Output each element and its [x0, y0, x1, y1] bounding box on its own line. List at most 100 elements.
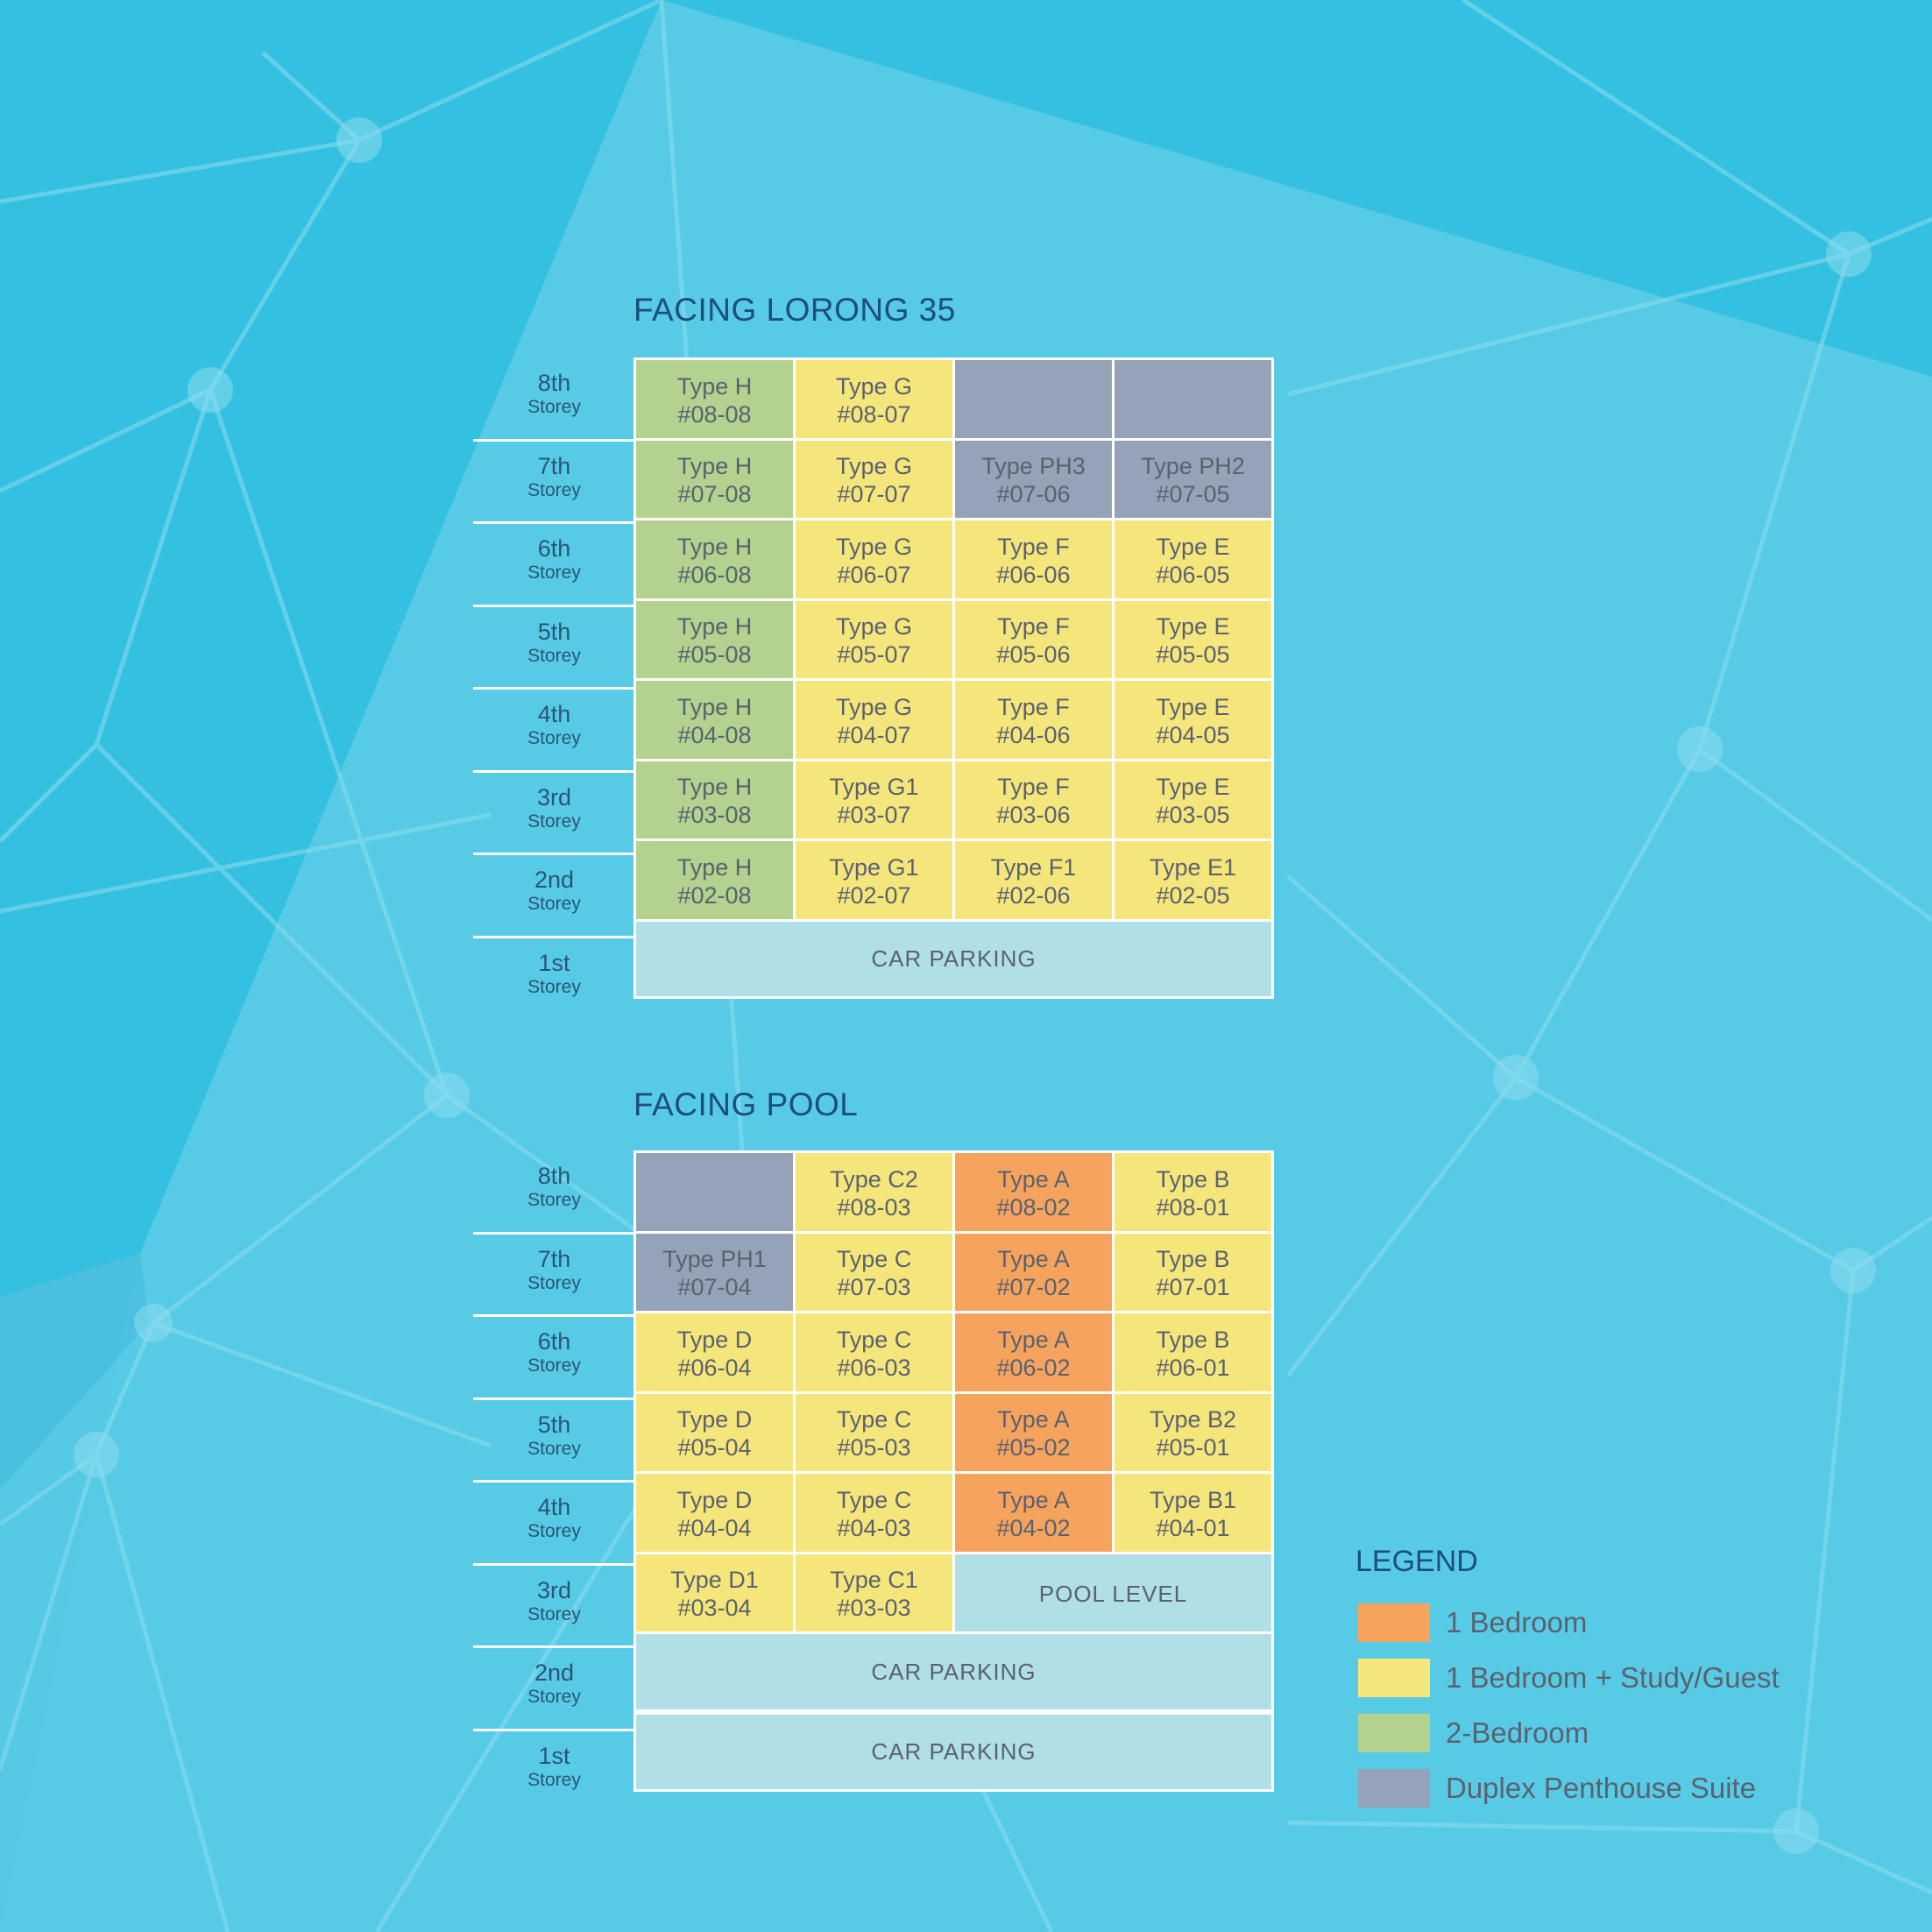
unit-number: #07-02	[996, 1274, 1071, 1301]
storey-divider	[473, 1314, 639, 1317]
unit-number: #05-01	[1156, 1434, 1230, 1461]
unit-cell[interactable]: Type C1 #03-03	[793, 1551, 955, 1637]
unit-type: Type C	[836, 1486, 912, 1513]
unit-cell[interactable]: Type PH1 #07-04	[633, 1230, 796, 1316]
storey-divider	[473, 438, 639, 442]
storey-label: 5th Storey	[473, 1412, 635, 1461]
legend-swatch	[1358, 1714, 1430, 1752]
unit-number: #04-07	[837, 721, 911, 748]
storey-word: Storey	[527, 1438, 581, 1459]
unit-cell[interactable]	[633, 1150, 796, 1236]
unit-cell[interactable]: Type H #07-08	[633, 437, 796, 523]
unit-cell[interactable]: Type H #05-08	[633, 598, 796, 683]
unit-cell[interactable]: Type PH2 #07-05	[1112, 437, 1274, 523]
unit-cell[interactable]: Type C #04-03	[793, 1471, 955, 1557]
unit-cell[interactable]: Type G1 #02-07	[793, 839, 955, 924]
unit-cell[interactable]: Type E #05-05	[1112, 598, 1274, 683]
unit-cell[interactable]: Type G #05-07	[793, 598, 955, 683]
unit-cell[interactable]: Type E #03-05	[1112, 758, 1274, 844]
unit-cell[interactable]: Type C #06-03	[793, 1311, 955, 1397]
unit-type: Type A	[997, 1486, 1070, 1513]
storey-word: Storey	[527, 1687, 581, 1707]
unit-number: #02-05	[1156, 881, 1230, 909]
storey-label: 2nd Storey	[473, 867, 635, 916]
unit-cell[interactable]: Type A #04-02	[952, 1471, 1115, 1557]
storey-word: Storey	[527, 1355, 581, 1376]
unit-type: Type C1	[830, 1567, 918, 1594]
unit-cell[interactable]: Type A #07-02	[952, 1230, 1115, 1316]
storey-divider	[473, 935, 639, 938]
unit-cell[interactable]: Type E1 #02-05	[1112, 839, 1274, 924]
unit-cell[interactable]: Type D1 #03-04	[633, 1551, 796, 1637]
unit-cell[interactable]: Type H #08-08	[633, 357, 796, 443]
unit-cell[interactable]	[1112, 357, 1274, 443]
storey-word: Storey	[527, 397, 581, 417]
storey-number: 4th	[537, 701, 571, 727]
unit-cell[interactable]: Type G #07-07	[793, 437, 955, 523]
unit-cell[interactable]: Type E #06-05	[1112, 518, 1274, 604]
unit-cell[interactable]: Type B #07-01	[1112, 1230, 1274, 1316]
unit-type: Type C	[836, 1326, 912, 1353]
unit-type: Type H	[676, 774, 753, 801]
unit-type: Type F	[997, 613, 1070, 640]
unit-number: #06-02	[996, 1354, 1071, 1381]
unit-type: Type H	[676, 372, 753, 400]
unit-cell[interactable]	[952, 357, 1115, 443]
unit-cell[interactable]: Type A #08-02	[952, 1150, 1115, 1236]
unit-number: #08-02	[996, 1193, 1071, 1221]
storey-divider	[473, 604, 639, 607]
unit-cell[interactable]: Type A #05-02	[952, 1391, 1115, 1476]
unit-type: Type G	[835, 693, 913, 720]
facility-block: CAR PARKING	[633, 1711, 1274, 1792]
unit-cell[interactable]: Type D #05-04	[633, 1391, 796, 1476]
unit-type: Type H	[676, 533, 753, 560]
unit-cell[interactable]: Type F #03-06	[952, 758, 1115, 844]
unit-cell[interactable]: Type C #05-03	[793, 1391, 955, 1476]
unit-type: CAR PARKING	[871, 1658, 1037, 1685]
storey-word: Storey	[527, 1521, 581, 1541]
unit-cell[interactable]: Type F #06-06	[952, 518, 1115, 604]
storey-divider	[473, 853, 639, 855]
unit-type: POOL LEVEL	[1038, 1581, 1188, 1608]
unit-number: #05-08	[677, 641, 752, 669]
lorong-title: FACING LORONG 35	[633, 292, 956, 328]
unit-number: #05-05	[1156, 641, 1230, 669]
unit-type: Type D	[676, 1326, 753, 1353]
unit-number: #08-01	[1156, 1193, 1230, 1221]
unit-cell[interactable]: Type H #02-08	[633, 839, 796, 924]
unit-cell[interactable]: Type C #07-03	[793, 1230, 955, 1316]
unit-type: Type A	[997, 1326, 1070, 1353]
unit-cell[interactable]: Type F #04-06	[952, 678, 1115, 764]
storey-divider	[473, 1231, 639, 1235]
unit-number: #06-04	[677, 1354, 752, 1381]
unit-cell[interactable]: Type F #05-06	[952, 598, 1115, 683]
unit-cell[interactable]: Type B #06-01	[1112, 1311, 1274, 1397]
unit-cell[interactable]: Type G1 #03-07	[793, 758, 955, 844]
storey-label: 4th Storey	[473, 701, 635, 750]
unit-type: Type G	[835, 453, 913, 480]
unit-number: #07-04	[677, 1274, 752, 1301]
unit-cell[interactable]: Type G #06-07	[793, 518, 955, 604]
unit-cell[interactable]: Type F1 #02-06	[952, 839, 1115, 924]
unit-cell[interactable]: Type B1 #04-01	[1112, 1471, 1274, 1557]
storey-label: 1st Storey	[473, 1743, 635, 1792]
unit-number: #05-03	[837, 1434, 911, 1461]
unit-cell[interactable]: Type D #06-04	[633, 1311, 796, 1397]
unit-cell[interactable]: Type C2 #08-03	[793, 1150, 955, 1236]
unit-cell[interactable]: Type A #06-02	[952, 1311, 1115, 1397]
unit-cell[interactable]: Type PH3 #07-06	[952, 437, 1115, 523]
unit-type: Type E	[1156, 613, 1230, 640]
unit-cell[interactable]: Type D #04-04	[633, 1471, 796, 1557]
unit-cell[interactable]: Type E #04-05	[1112, 678, 1274, 764]
unit-cell[interactable]: Type H #03-08	[633, 758, 796, 844]
unit-type: Type D1	[670, 1567, 759, 1594]
unit-cell[interactable]: Type G #04-07	[793, 678, 955, 764]
unit-cell[interactable]: Type H #04-08	[633, 678, 796, 764]
unit-cell[interactable]: Type G #08-07	[793, 357, 955, 443]
unit-cell[interactable]: Type B #08-01	[1112, 1150, 1274, 1236]
unit-cell[interactable]: Type H #06-08	[633, 518, 796, 604]
storey-word: Storey	[527, 728, 581, 748]
storey-divider	[473, 687, 639, 690]
unit-cell[interactable]: Type B2 #05-01	[1112, 1391, 1274, 1476]
storey-number: 6th	[537, 1328, 571, 1355]
